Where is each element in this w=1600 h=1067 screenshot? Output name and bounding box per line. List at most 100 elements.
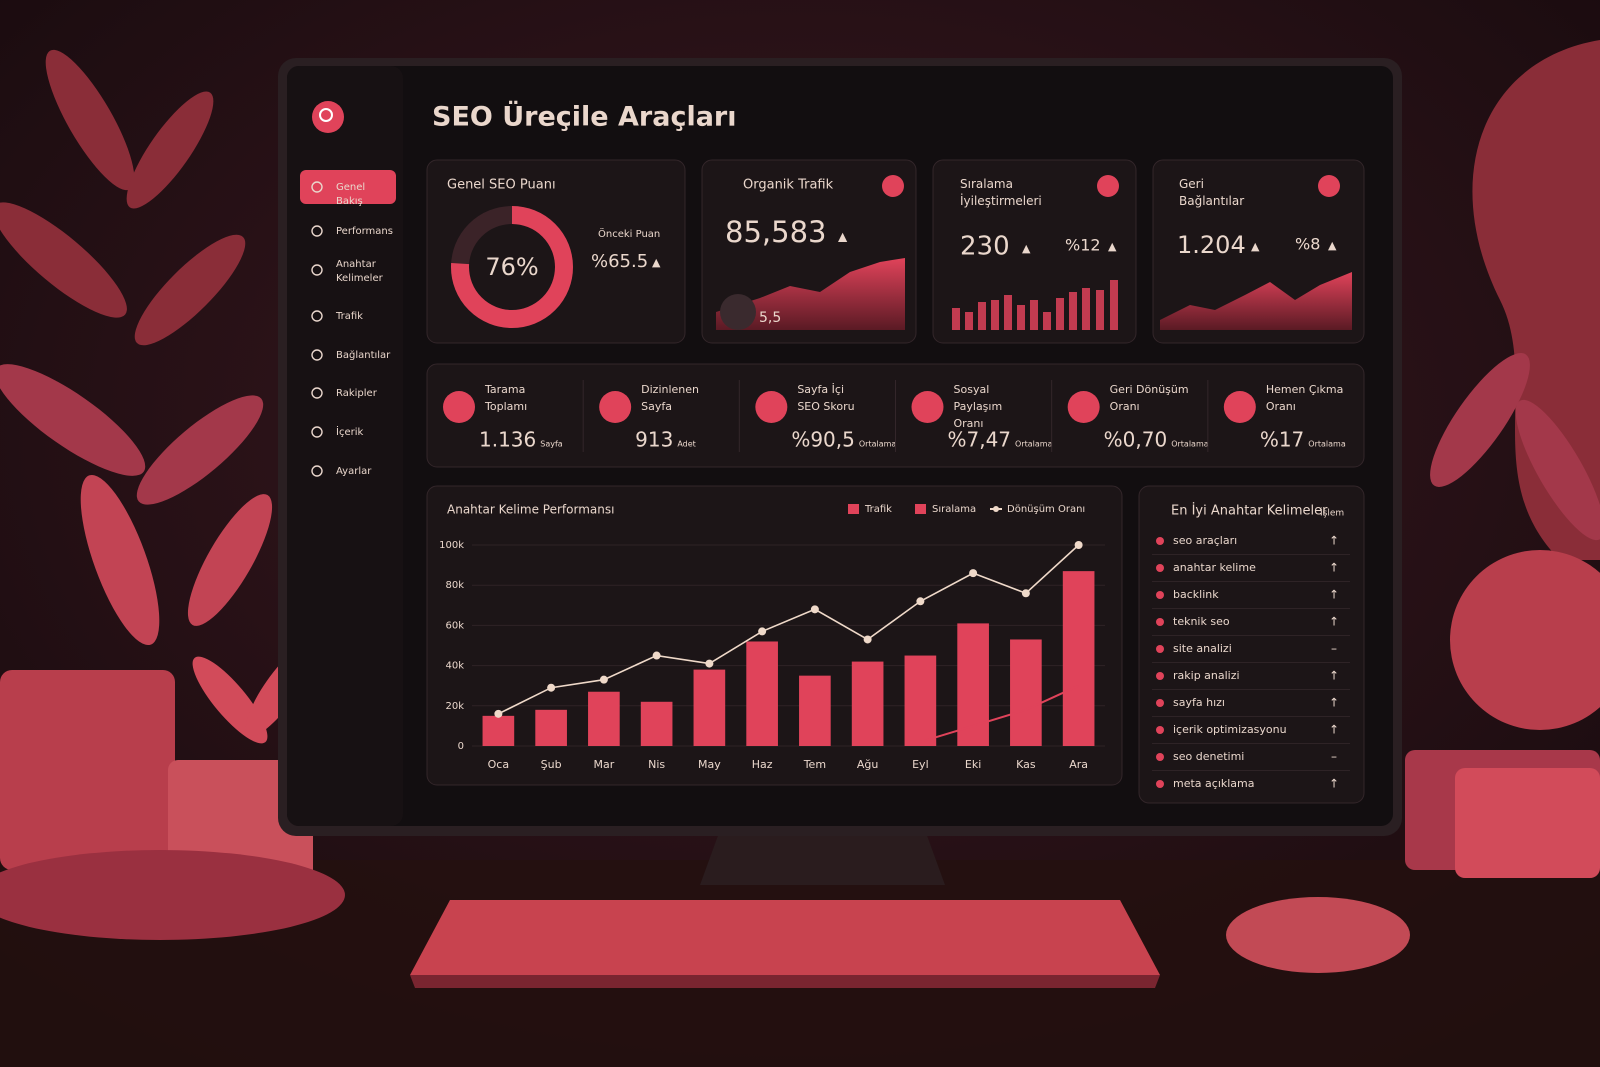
stat-icon xyxy=(599,391,632,423)
stat-unit: Ortalama xyxy=(1015,440,1053,449)
keyword-name: seo araçları xyxy=(1173,534,1237,547)
plant-left xyxy=(0,49,345,940)
stat-value: %0,70 xyxy=(1104,428,1168,452)
bar xyxy=(640,701,673,746)
card-value: 230 xyxy=(960,232,1010,262)
keyword-dot xyxy=(1156,753,1164,761)
sidebar-icon xyxy=(311,387,323,399)
y-tick-label: 100k xyxy=(439,540,464,551)
x-tick-label: Ağu xyxy=(857,758,878,771)
page-title: SEO Üreçile Araçları xyxy=(432,100,737,133)
keyword-trend: ↑ xyxy=(1329,534,1339,548)
line-dot xyxy=(1021,589,1030,598)
keyword-name: site analizi xyxy=(1173,642,1232,655)
x-tick-label: Kas xyxy=(1016,758,1036,771)
keywords-action: İşlem xyxy=(1320,508,1344,519)
line-dot xyxy=(810,605,819,614)
keyword-dot xyxy=(1156,699,1164,707)
stat-value: 913 xyxy=(635,428,673,452)
sidebar-icon xyxy=(311,465,323,477)
bar xyxy=(746,641,778,746)
line-dot xyxy=(547,683,556,692)
x-tick-label: Eki xyxy=(965,758,981,771)
sidebar-item[interactable]: İçerik xyxy=(336,425,363,438)
line-dot xyxy=(494,709,503,718)
stat-unit: Ortalama xyxy=(1308,440,1346,449)
legend-label: Trafik xyxy=(864,504,892,515)
arrow: ▲ xyxy=(838,230,848,244)
sidebar-item[interactable]: Bağlantılar xyxy=(336,349,391,361)
line xyxy=(920,684,1080,743)
legend-swatch xyxy=(915,504,926,514)
legend-swatch xyxy=(993,506,999,512)
search-button[interactable] xyxy=(312,101,344,133)
sidebar-item[interactable]: Trafik xyxy=(335,311,363,322)
card-title: Genel SEO Puanı xyxy=(447,178,556,193)
bar xyxy=(588,691,620,746)
stat-label: Tarama Toplamı xyxy=(484,383,529,413)
legend-label: Dönüşüm Oranı xyxy=(1007,504,1085,515)
bar xyxy=(1010,639,1042,746)
line-dot xyxy=(705,659,714,668)
sidebar-item[interactable]: Anahtar Kelimeler xyxy=(336,259,384,284)
stat-icon xyxy=(755,391,788,423)
y-tick-label: 0 xyxy=(458,741,464,752)
card-title: Organik Trafik xyxy=(743,178,834,193)
card-change: %12 xyxy=(1065,236,1101,255)
keyword-trend: ↑ xyxy=(1329,588,1339,602)
sidebar-item[interactable]: Rakipler xyxy=(336,388,378,399)
sidebar-active xyxy=(300,170,396,204)
stat-label: Dizinlenen Sayfa xyxy=(641,383,702,413)
keyword-name: backlink xyxy=(1173,588,1219,601)
keyword-name: seo denetimi xyxy=(1173,750,1244,763)
sparklines xyxy=(716,258,1352,330)
line-dot xyxy=(652,651,661,660)
keyword-dot xyxy=(1156,564,1164,572)
stat-icon xyxy=(443,391,475,423)
stat-label: Sayfa İçi SEO Skoru xyxy=(797,383,854,413)
card-title: Geri Bağlantılar xyxy=(1179,177,1244,208)
keyword-name: teknik seo xyxy=(1173,615,1230,628)
keyword-name: sayfa hızı xyxy=(1173,696,1225,709)
mouse xyxy=(1226,897,1410,973)
keyword-name: içerik optimizasyonu xyxy=(1173,723,1287,736)
keyword-dot xyxy=(1156,726,1164,734)
keyword-trend: ↑ xyxy=(1329,777,1339,791)
card-title: Sıralama İyileştirmeleri xyxy=(960,177,1042,208)
stat-unit: Ortalama xyxy=(1171,440,1209,449)
sidebar-item[interactable]: Ayarlar xyxy=(336,466,372,477)
card-icons xyxy=(882,175,1340,197)
plant-right xyxy=(1405,40,1600,878)
sidebar-icon xyxy=(311,349,323,361)
sidebar-icon xyxy=(311,310,323,322)
keyword-dot xyxy=(1156,537,1164,545)
arrow: ▲ xyxy=(652,256,661,269)
x-tick-label: Mar xyxy=(593,758,614,771)
bar xyxy=(535,709,567,746)
line-dot xyxy=(758,627,767,636)
card-change: %8 xyxy=(1295,235,1320,254)
y-tick-label: 40k xyxy=(445,661,464,672)
line-dot xyxy=(969,569,978,578)
y-tick-label: 60k xyxy=(445,620,464,631)
keyword-name: anahtar kelime xyxy=(1173,561,1256,574)
sidebar-icon xyxy=(311,264,323,276)
sidebar-item[interactable]: Genel Bakış xyxy=(336,182,368,207)
stat-unit: Sayfa xyxy=(540,440,563,449)
stat-unit: Adet xyxy=(677,440,695,449)
line-dot xyxy=(599,675,608,684)
sidebar-icon xyxy=(311,426,323,438)
sidebar-icon xyxy=(311,181,323,193)
arrow: ▲ xyxy=(1108,240,1117,253)
keyword-name: rakip analizi xyxy=(1173,669,1240,682)
keyword-dot xyxy=(1156,591,1164,599)
line-dot xyxy=(1074,541,1083,549)
x-tick-label: May xyxy=(698,758,721,771)
line xyxy=(498,544,1080,715)
stat-value: %90,5 xyxy=(791,428,855,452)
bar xyxy=(799,675,831,746)
sidebar-item[interactable]: Performans xyxy=(336,226,393,237)
x-tick-label: Nis xyxy=(648,758,665,771)
bar xyxy=(482,715,515,746)
